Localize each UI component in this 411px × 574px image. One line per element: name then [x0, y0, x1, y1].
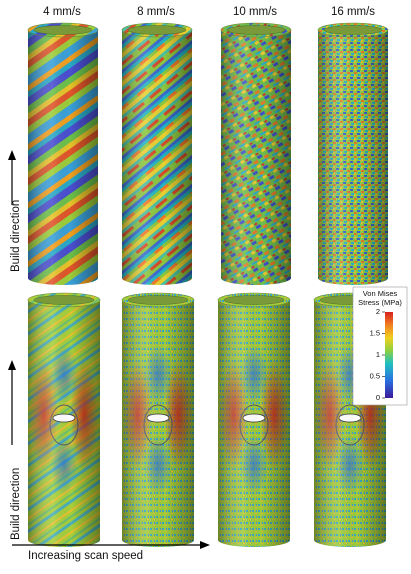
row-label: Build direction [10, 200, 22, 272]
cylinder-bore [323, 25, 383, 35]
colorbar-box [352, 286, 408, 406]
column-label: 8 mm/s [137, 6, 175, 18]
cylinder-bore [127, 295, 189, 305]
cylinder [220, 22, 292, 285]
cylinder-shade [122, 30, 192, 285]
cylinder [121, 292, 195, 547]
cylinder-bore [33, 25, 93, 35]
colorbar-tick-label: 2 [376, 307, 380, 316]
cylinders [27, 22, 389, 547]
colorbar-tick-label: 0.5 [370, 371, 380, 380]
cylinder-shade [318, 30, 388, 285]
colorbar-gradient [385, 312, 393, 398]
cylinder-bore [127, 25, 187, 35]
column-label: 10 mm/s [233, 6, 277, 18]
cylinder-shade [28, 300, 100, 547]
column-label: 4 mm/s [43, 6, 81, 18]
build-direction-bottom: Build direction Increasing scan speed [8, 360, 210, 562]
cylinder [27, 292, 101, 547]
colorbar: Von Mises Stress (MPa) 0 0.5 1 1.5 2 [352, 286, 408, 406]
column-label: 16 mm/s [331, 6, 375, 18]
cylinder-shade [122, 300, 194, 547]
arrow-head [8, 360, 16, 370]
row-label: Build direction [10, 468, 22, 540]
colorbar-tick-label: 1.5 [370, 328, 380, 337]
cylinder-shade [218, 300, 290, 547]
cylinder-bore [33, 295, 95, 305]
colorbar-tick-label: 0 [376, 393, 380, 402]
cylinder-shade [28, 30, 98, 285]
cylinder-shade [221, 30, 291, 285]
colorbar-tick-label: 1 [376, 350, 380, 359]
cylinder-bore [223, 295, 285, 305]
cylinder-bore [226, 25, 286, 35]
colorbar-title: Von Mises [363, 289, 398, 298]
arrow-head [8, 150, 16, 160]
cylinder [217, 292, 291, 547]
arrow-head [200, 541, 210, 549]
cylinder [317, 22, 389, 285]
build-direction-top: Build direction [8, 150, 22, 272]
x-axis-label: Increasing scan speed [28, 550, 143, 562]
column-labels: 4 mm/s 8 mm/s 10 mm/s 16 mm/s [43, 6, 375, 18]
colorbar-title: Stress (MPa) [358, 298, 402, 307]
cylinder [27, 22, 99, 285]
cylinder [121, 22, 193, 285]
